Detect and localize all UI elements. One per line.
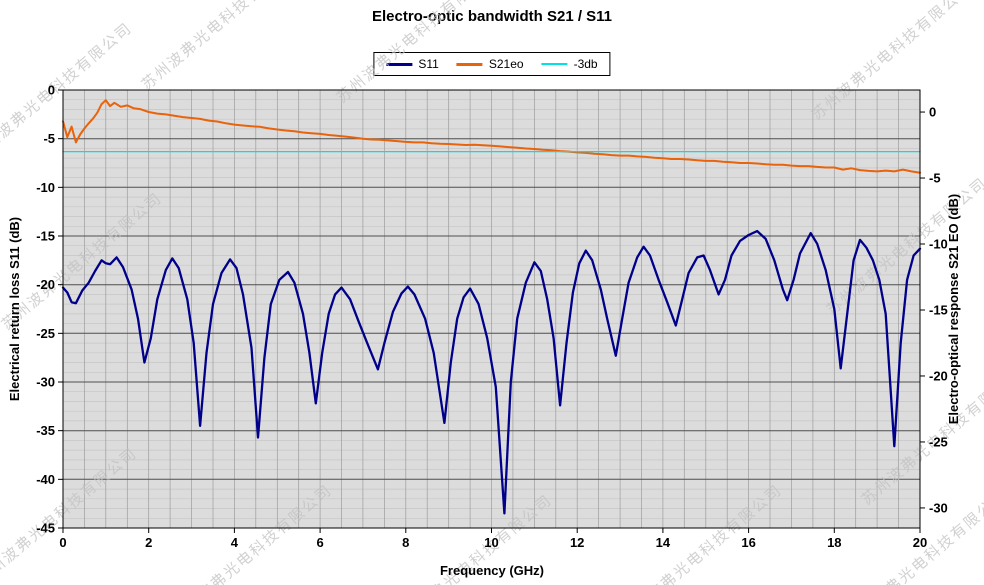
- y-axis-title-left: Electrical return loss S11 (dB): [7, 217, 22, 401]
- y-left-tick-label: -35: [36, 423, 55, 438]
- y-left-tick-label: -10: [36, 180, 55, 195]
- grid-layer: [63, 89, 920, 529]
- y-right-tick-label: -30: [929, 500, 948, 515]
- y-left-tick-label: -30: [36, 375, 55, 390]
- y-right-tick-label: -15: [929, 302, 948, 317]
- x-tick-label: 16: [741, 535, 755, 550]
- y-left-tick-label: -15: [36, 229, 55, 244]
- legend-item-s11: S11: [386, 57, 439, 71]
- x-tick-label: 2: [145, 535, 152, 550]
- chart-title: Electro-optic bandwidth S21 / S11: [371, 8, 613, 25]
- x-tick-label: 6: [316, 535, 323, 550]
- axes-layer: 0 2 4 6 8 10 12 14 16 18 20 0 -5 -10 -15 -20 -25 -30 -35 -4…: [36, 83, 948, 551]
- y-left-tick-label: -40: [36, 472, 55, 487]
- legend-item-3db: -3db: [541, 57, 598, 71]
- watermark-text: 苏州波弗光电科技有限公司: [139, 0, 306, 94]
- y-right-tick-label: 0: [929, 105, 936, 120]
- legend-label: S11: [418, 57, 439, 71]
- series-s21eo: [62, 99, 921, 174]
- legend-label: S21eo: [488, 57, 524, 71]
- x-tick-label: 14: [656, 535, 671, 550]
- y-right-tick-label: -25: [929, 434, 948, 449]
- y-left-tick-label: -45: [36, 521, 55, 536]
- x-tick-label: 8: [402, 535, 409, 550]
- y-left-tick-label: -25: [36, 326, 55, 341]
- y-left-tick-label: -5: [43, 131, 55, 146]
- y-right-tick-label: -20: [929, 368, 948, 383]
- legend-item-s21eo: S21eo: [456, 57, 524, 71]
- legend-swatch: [386, 62, 413, 66]
- legend-swatch: [541, 63, 568, 65]
- series-layer: [61, 99, 922, 515]
- x-tick-label: 18: [827, 535, 841, 550]
- x-tick-label: 20: [913, 535, 927, 550]
- y-right-tick-label: -10: [929, 237, 948, 252]
- x-tick-label: 10: [484, 535, 498, 550]
- legend-label: -3db: [573, 57, 598, 71]
- x-tick-label: 12: [570, 535, 584, 550]
- y-right-tick-label: -5: [929, 171, 941, 186]
- y-left-tick-label: 0: [48, 83, 55, 98]
- series-s11: [61, 229, 922, 515]
- x-axis-title: Frequency (GHz): [440, 563, 544, 578]
- legend: S11 S21eo -3db: [373, 52, 611, 76]
- y-left-tick-label: -20: [36, 277, 55, 292]
- x-tick-label: 4: [231, 535, 239, 550]
- legend-swatch: [456, 62, 483, 66]
- y-axis-title-right: Electro-optical response S21 EO (dB): [946, 194, 961, 424]
- x-tick-label: 0: [59, 535, 66, 550]
